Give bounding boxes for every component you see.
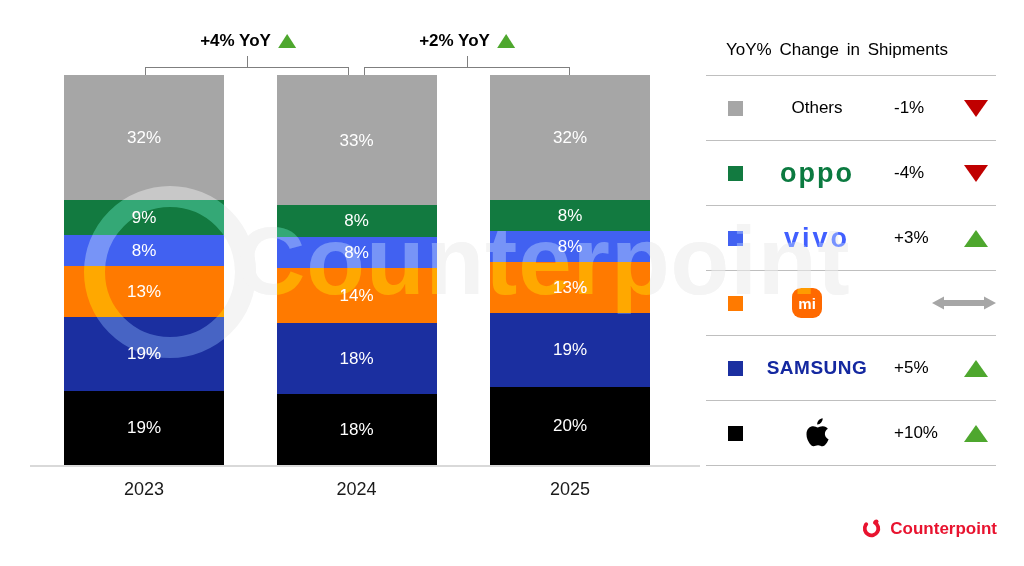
segment-samsung-2025: 19% [490, 313, 650, 387]
trend-flat-icon [932, 295, 996, 311]
legend-swatch-samsung [728, 361, 743, 376]
yoy-bracket-stem [467, 56, 469, 67]
apple-logo-icon [806, 418, 829, 448]
yoy-growth-label-2025: +2% YoY [419, 31, 515, 51]
yoy-bracket-2023-2024 [145, 67, 349, 75]
segment-value-label: 13% [127, 283, 161, 300]
legend-row-vivo: vivo +3% [706, 206, 996, 271]
bar-2025: 32% 8% 8% 13% 19% 20% [490, 75, 650, 465]
segment-others-2025: 32% [490, 75, 650, 200]
legend-row-others: Others -1% [706, 76, 996, 141]
segment-value-label: 8% [344, 212, 369, 229]
segment-value-label: 18% [339, 421, 373, 438]
yoy-growth-text: +2% YoY [419, 31, 490, 51]
yoy-growth-text: +4% YoY [200, 31, 271, 51]
segment-samsung-2024: 18% [277, 323, 437, 394]
vivo-logo: vivo [784, 225, 850, 252]
segment-vivo-2025: 8% [490, 231, 650, 262]
legend-row-apple: +10% [706, 401, 996, 466]
oppo-logo: oppo [780, 160, 854, 187]
x-axis-label-2025: 2025 [550, 479, 590, 500]
segment-value-label: 8% [132, 242, 157, 259]
yoy-growth-label-2024: +4% YoY [200, 31, 296, 51]
segment-samsung-2023: 19% [64, 317, 224, 391]
xiaomi-logo-icon: mi [792, 288, 822, 318]
segment-value-label: 32% [127, 129, 161, 146]
segment-apple-2025: 20% [490, 387, 650, 465]
trend-down-icon [964, 165, 988, 182]
yoy-bracket-2024-2025 [364, 67, 570, 75]
segment-vivo-2024: 8% [277, 237, 437, 269]
legend-row-samsung: SAMSUNG +5% [706, 336, 996, 401]
segment-others-2023: 32% [64, 75, 224, 200]
segment-apple-2024: 18% [277, 394, 437, 465]
segment-value-label: 19% [127, 345, 161, 362]
yoy-change-value: -4% [882, 163, 956, 183]
trend-up-icon [964, 230, 988, 247]
legend-swatch-vivo [728, 231, 743, 246]
segment-value-label: 20% [553, 417, 587, 434]
counterpoint-logo: Counterpoint [861, 518, 997, 539]
legend-row-oppo: oppo -4% [706, 141, 996, 206]
yoy-bracket-stem [247, 56, 249, 67]
legend-row-xiaomi: mi [706, 271, 996, 336]
segment-apple-2023: 19% [64, 391, 224, 465]
trend-up-icon [497, 34, 515, 48]
trend-up-icon [964, 360, 988, 377]
segment-oppo-2023: 9% [64, 200, 224, 235]
x-axis-label-2024: 2024 [336, 479, 376, 500]
trend-down-icon [964, 100, 988, 117]
segment-others-2024: 33% [277, 75, 437, 205]
yoy-change-value: +10% [882, 423, 956, 443]
legend-swatch-apple [728, 426, 743, 441]
legend-swatch-oppo [728, 166, 743, 181]
yoy-change-value: -1% [882, 98, 956, 118]
segment-value-label: 19% [127, 419, 161, 436]
xiaomi-mi-text: mi [798, 295, 816, 312]
segment-value-label: 32% [553, 129, 587, 146]
legend-swatch-others [728, 101, 743, 116]
bar-2023: 32% 9% 8% 13% 19% 19% [64, 75, 224, 465]
segment-vivo-2023: 8% [64, 235, 224, 266]
bar-2024: 33% 8% 8% 14% 18% 18% [277, 75, 437, 465]
segment-value-label: 18% [339, 350, 373, 367]
counterpoint-wordmark: Counterpoint [890, 519, 997, 539]
legend-title: YoY% Change in Shipments [726, 40, 948, 60]
legend-swatch-xiaomi [728, 296, 743, 311]
segment-value-label: 9% [132, 209, 157, 226]
segment-xiaomi-2025: 13% [490, 262, 650, 313]
segment-xiaomi-2023: 13% [64, 266, 224, 317]
others-label: Others [791, 98, 842, 118]
yoy-change-value: +5% [882, 358, 956, 378]
segment-value-label: 8% [558, 238, 583, 255]
x-axis-label-2023: 2023 [124, 479, 164, 500]
segment-value-label: 8% [344, 244, 369, 261]
legend-panel: Others -1% oppo -4% vivo +3% mi SAMSUNG +5% +10% [706, 75, 996, 466]
segment-value-label: 33% [339, 132, 373, 149]
trend-up-icon [964, 425, 988, 442]
trend-up-icon [278, 34, 296, 48]
chart-canvas: Counterpoint 32% 9% 8% 13% 19% 19% 2023 33% 8% 8%… [0, 0, 1024, 566]
x-axis-line [30, 465, 700, 467]
counterpoint-c-icon [861, 518, 882, 539]
segment-oppo-2025: 8% [490, 200, 650, 231]
yoy-change-value: +3% [882, 228, 956, 248]
segment-xiaomi-2024: 14% [277, 268, 437, 323]
segment-value-label: 19% [553, 341, 587, 358]
segment-value-label: 13% [553, 279, 587, 296]
segment-oppo-2024: 8% [277, 205, 437, 237]
samsung-logo: SAMSUNG [767, 358, 868, 378]
segment-value-label: 8% [558, 207, 583, 224]
segment-value-label: 14% [339, 287, 373, 304]
